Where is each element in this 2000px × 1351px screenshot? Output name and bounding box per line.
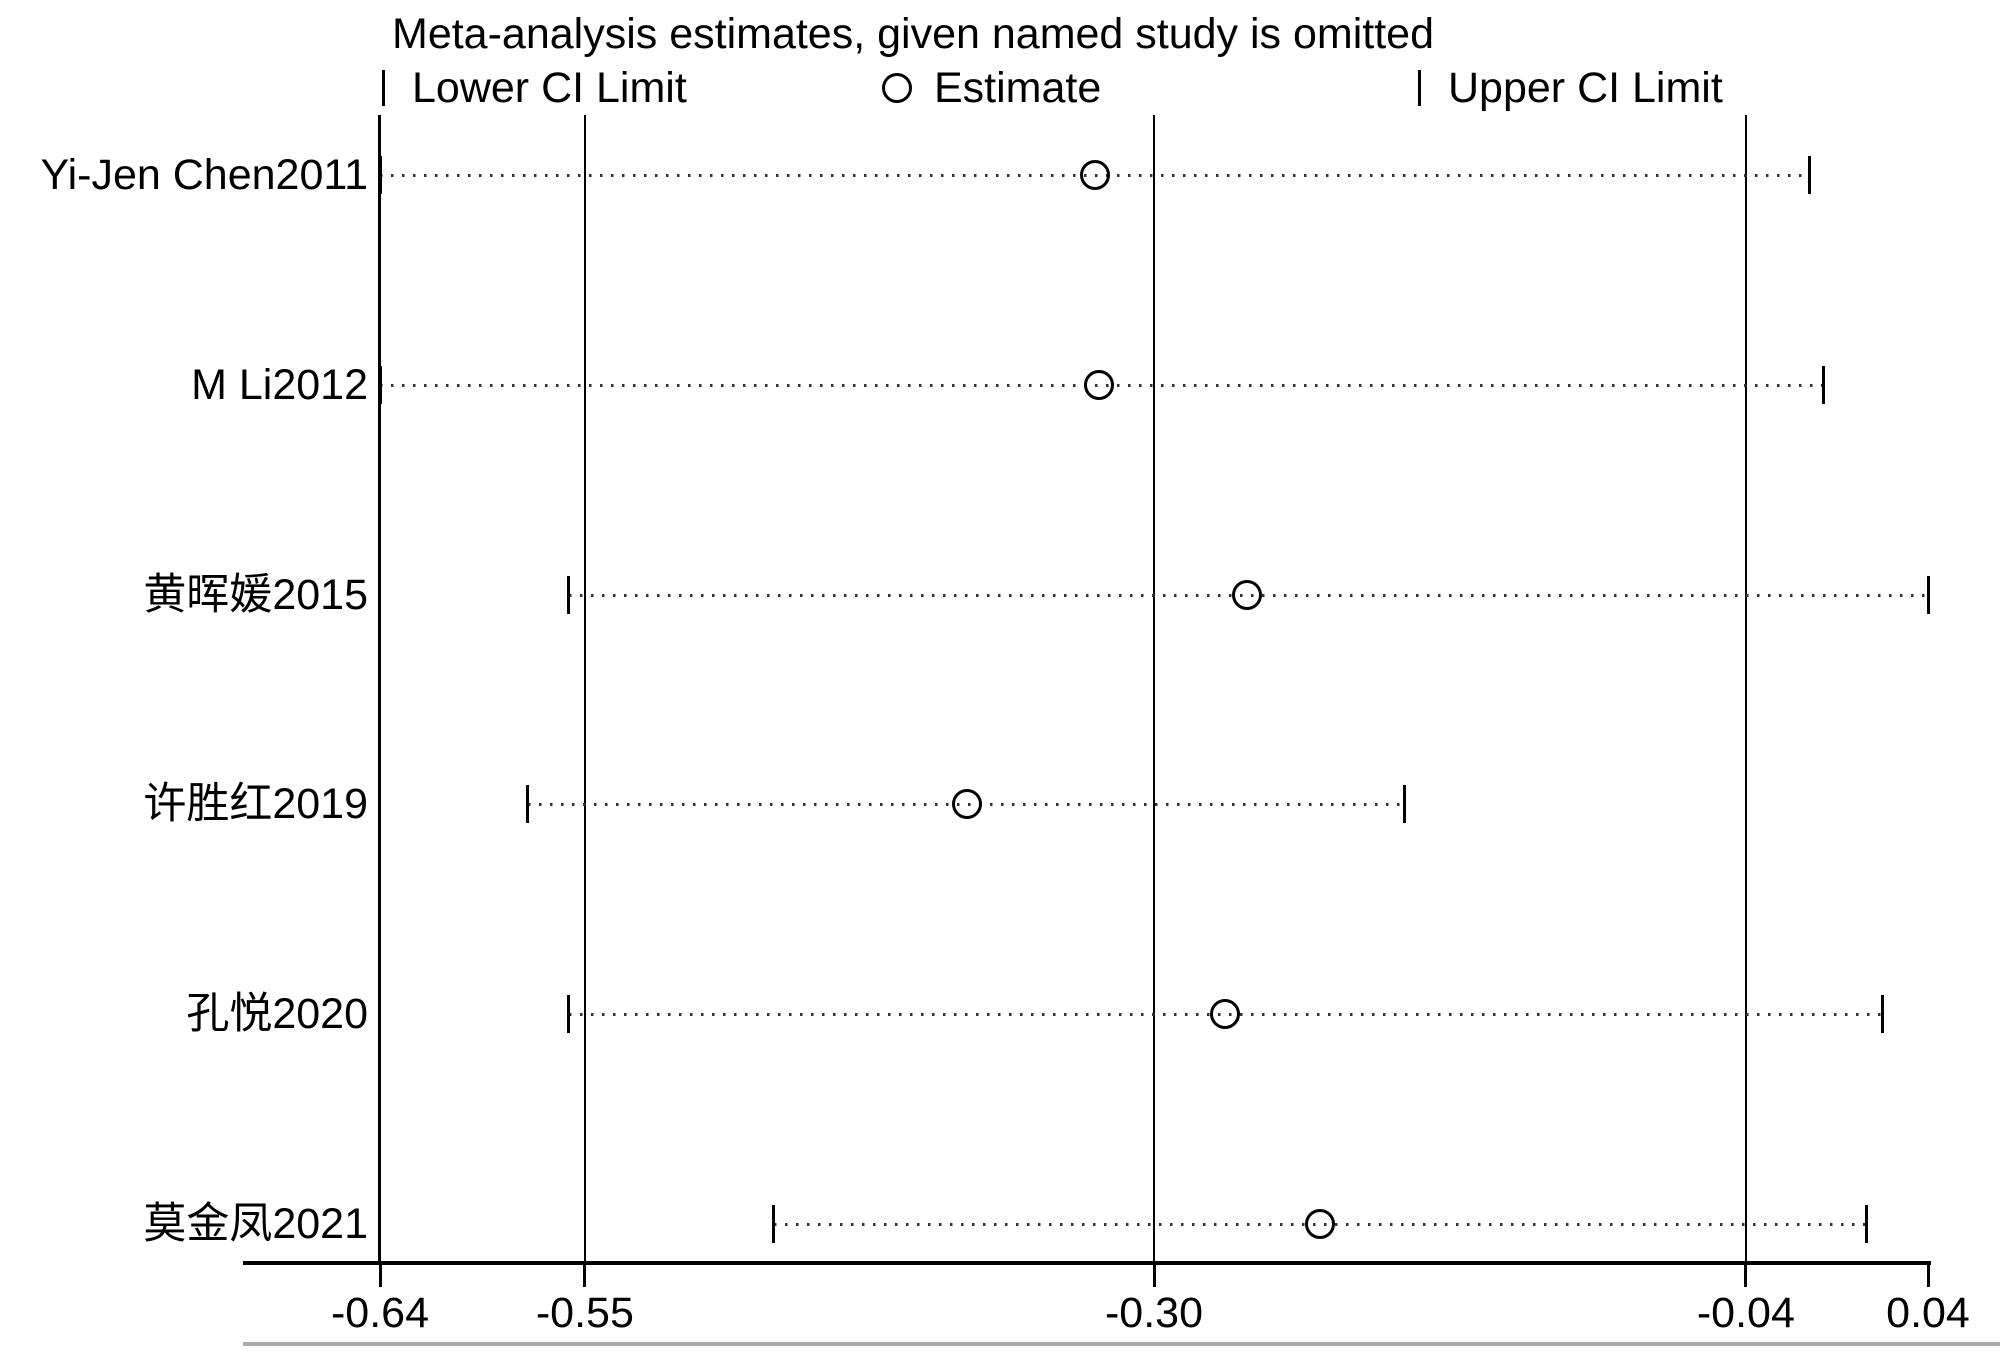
- ci-upper-tick: [1821, 366, 1825, 404]
- estimate-marker: [952, 789, 983, 819]
- x-axis-tick: [1744, 1265, 1748, 1287]
- study-label: M Li2012: [191, 361, 368, 409]
- study-label: 孔悦2020: [186, 990, 368, 1038]
- ci-upper-tick: [1865, 1205, 1869, 1243]
- estimate-marker: [1079, 160, 1110, 190]
- x-axis-tick-label: -0.30: [1104, 1289, 1204, 1337]
- estimate-marker: [1084, 370, 1115, 400]
- ci-lower-tick: [567, 995, 571, 1033]
- x-axis-tick-label: 0.04: [1886, 1289, 1970, 1337]
- legend-upper-ci-tick-icon: [1418, 70, 1421, 106]
- reference-line: [1744, 115, 1747, 1263]
- ci-upper-tick: [1926, 576, 1930, 614]
- study-label: 黄晖媛2015: [143, 571, 368, 619]
- study-label: 许胜红2019: [143, 780, 368, 828]
- ci-lower-tick: [567, 576, 571, 614]
- reference-line: [583, 115, 586, 1263]
- ci-lower-tick: [378, 366, 382, 404]
- y-axis-line: [378, 115, 381, 1263]
- estimate-marker: [1305, 1209, 1336, 1239]
- legend-label-estimate: Estimate: [934, 64, 1102, 112]
- legend-label-upper-ci: Upper CI Limit: [1448, 64, 1723, 112]
- x-axis-tick: [1926, 1265, 1930, 1287]
- x-axis-tick-label: -0.04: [1696, 1289, 1795, 1337]
- study-label: 莫金凤2021: [143, 1200, 368, 1248]
- x-axis-line: [243, 1261, 1931, 1265]
- x-axis-tick: [1152, 1265, 1156, 1287]
- x-axis-tick-label: -0.55: [535, 1289, 634, 1337]
- legend-lower-ci-tick-icon: [382, 70, 385, 106]
- ci-lower-tick: [526, 785, 530, 823]
- chart-title: Meta-analysis estimates, given named stu…: [392, 10, 1435, 58]
- x-axis-tick-label: -0.64: [330, 1289, 430, 1337]
- estimate-marker: [1209, 999, 1240, 1029]
- estimate-marker: [1232, 580, 1263, 610]
- ci-upper-tick: [1402, 785, 1406, 823]
- figure-bottom-edge: [243, 1342, 2000, 1346]
- study-label: Yi-Jen Chen2011: [40, 151, 369, 199]
- legend-label-lower-ci: Lower CI Limit: [412, 64, 687, 112]
- ci-upper-tick: [1808, 156, 1812, 194]
- ci-lower-tick: [772, 1205, 776, 1243]
- legend-estimate-circle-icon: [882, 73, 912, 103]
- x-axis-tick: [378, 1265, 382, 1287]
- reference-line: [1153, 115, 1155, 1263]
- ci-lower-tick: [378, 156, 382, 194]
- ci-upper-tick: [1880, 995, 1884, 1033]
- x-axis-tick: [583, 1265, 587, 1287]
